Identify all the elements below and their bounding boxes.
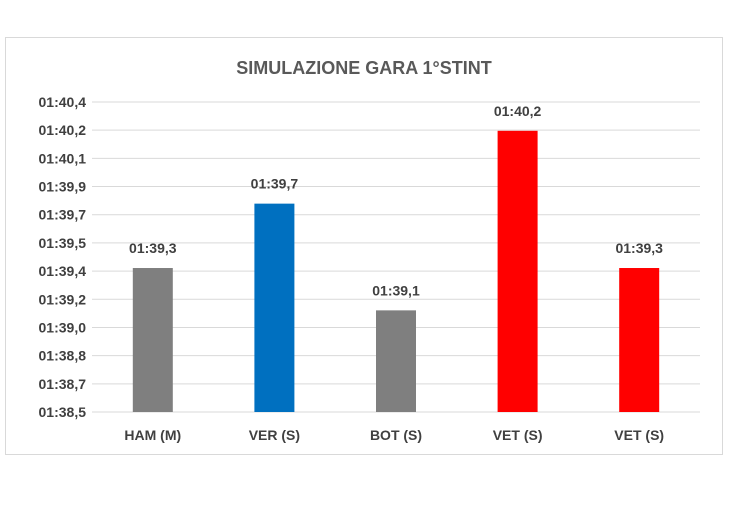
y-axis-ticks: 01:38,5 01:38,7 01:38,8 01:39,0 01:39,2 01:39… [39, 94, 87, 420]
category-label: VET (S) [493, 427, 543, 443]
y-tick-label: 01:39,5 [39, 235, 87, 251]
bar [376, 310, 416, 412]
category-label: BOT (S) [370, 427, 422, 443]
category-labels: HAM (M) VER (S) BOT (S) VET (S) VET (S) [124, 427, 664, 443]
y-tick-label: 01:40,2 [39, 122, 87, 138]
y-tick-label: 01:38,8 [39, 348, 87, 364]
data-label: 01:40,2 [494, 103, 542, 119]
y-tick-label: 01:38,7 [39, 376, 87, 392]
data-label: 01:39,3 [615, 240, 663, 256]
y-tick-label: 01:40,1 [39, 150, 87, 166]
y-tick-label: 01:39,4 [39, 263, 87, 279]
y-tick-label: 01:39,7 [39, 207, 87, 223]
bar [254, 203, 295, 412]
category-label: HAM (M) [124, 427, 181, 443]
chart-title: SIMULAZIONE GARA 1°STINT [236, 58, 492, 78]
data-label: 01:39,1 [372, 282, 420, 298]
category-label: VET (S) [614, 427, 664, 443]
y-tick-label: 01:40,4 [39, 94, 87, 110]
y-tick-label: 01:39,2 [39, 291, 87, 307]
y-tick-label: 01:39,0 [39, 319, 87, 335]
bar [132, 268, 173, 412]
data-label: 01:39,7 [251, 176, 299, 192]
bar [619, 268, 660, 412]
data-label: 01:39,3 [129, 240, 177, 256]
data-labels: 01:39,3 01:39,7 01:39,1 01:40,2 01:39,3 [129, 103, 663, 299]
bars [132, 130, 660, 412]
y-tick-label: 01:39,9 [39, 179, 87, 195]
bar [497, 130, 538, 412]
gridlines [92, 101, 700, 413]
y-tick-label: 01:38,5 [39, 404, 87, 420]
category-label: VER (S) [249, 427, 300, 443]
chart-frame [5, 37, 723, 455]
